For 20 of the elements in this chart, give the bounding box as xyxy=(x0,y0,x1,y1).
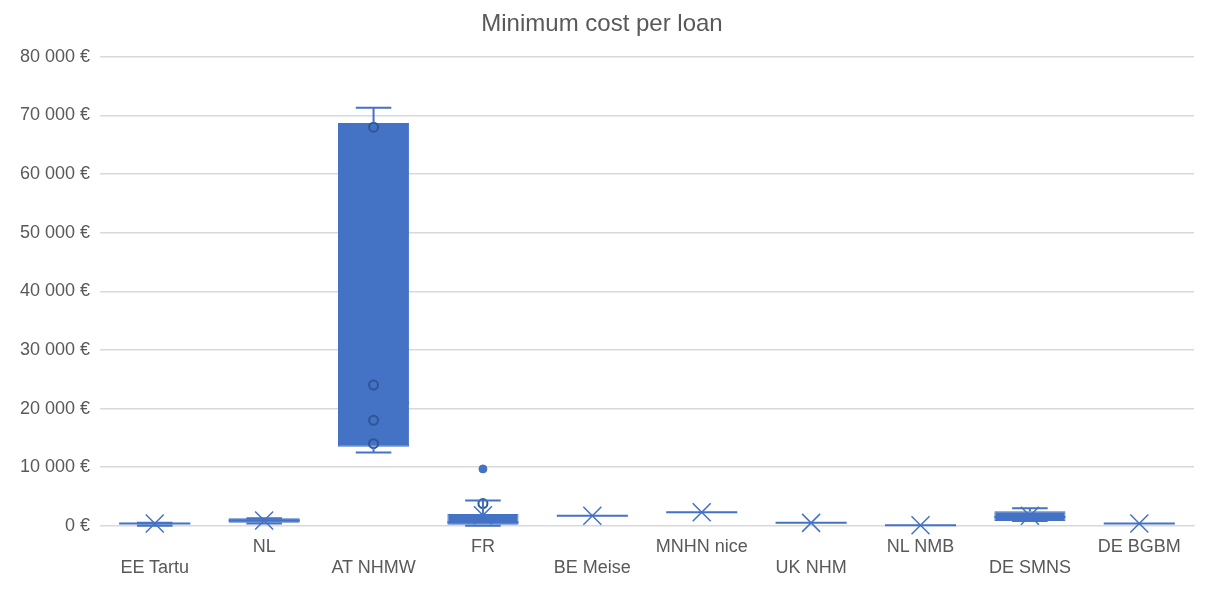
y-tick-label: 20 000 € xyxy=(19,397,91,418)
x-tick-label: MNHN nice xyxy=(655,535,748,556)
y-tick-label: 70 000 € xyxy=(19,104,91,125)
x-tick-label: BE Meise xyxy=(553,557,631,578)
x-tick-label: NL NMB xyxy=(886,535,955,556)
x-tick-label: DE SMNS xyxy=(988,557,1071,578)
y-tick-label: 30 000 € xyxy=(19,338,91,359)
y-tick-label: 40 000 € xyxy=(19,280,91,301)
x-tick-label: AT NHMW xyxy=(331,557,416,578)
chart-title: Minimum cost per loan xyxy=(481,9,723,37)
x-tick-label: EE Tartu xyxy=(120,557,190,578)
x-tick-label: UK NHM xyxy=(775,557,847,578)
y-tick-label: 0 € xyxy=(65,514,91,535)
y-tick-label: 60 000 € xyxy=(19,163,91,184)
y-tick-label: 80 000 € xyxy=(19,45,91,66)
x-tick-label: DE BGBM xyxy=(1097,535,1181,556)
x-tick-label: NL xyxy=(252,535,276,556)
y-tick-label: 50 000 € xyxy=(19,221,91,242)
x-tick-label: FR xyxy=(470,535,495,556)
y-tick-label: 10 000 € xyxy=(19,456,91,477)
